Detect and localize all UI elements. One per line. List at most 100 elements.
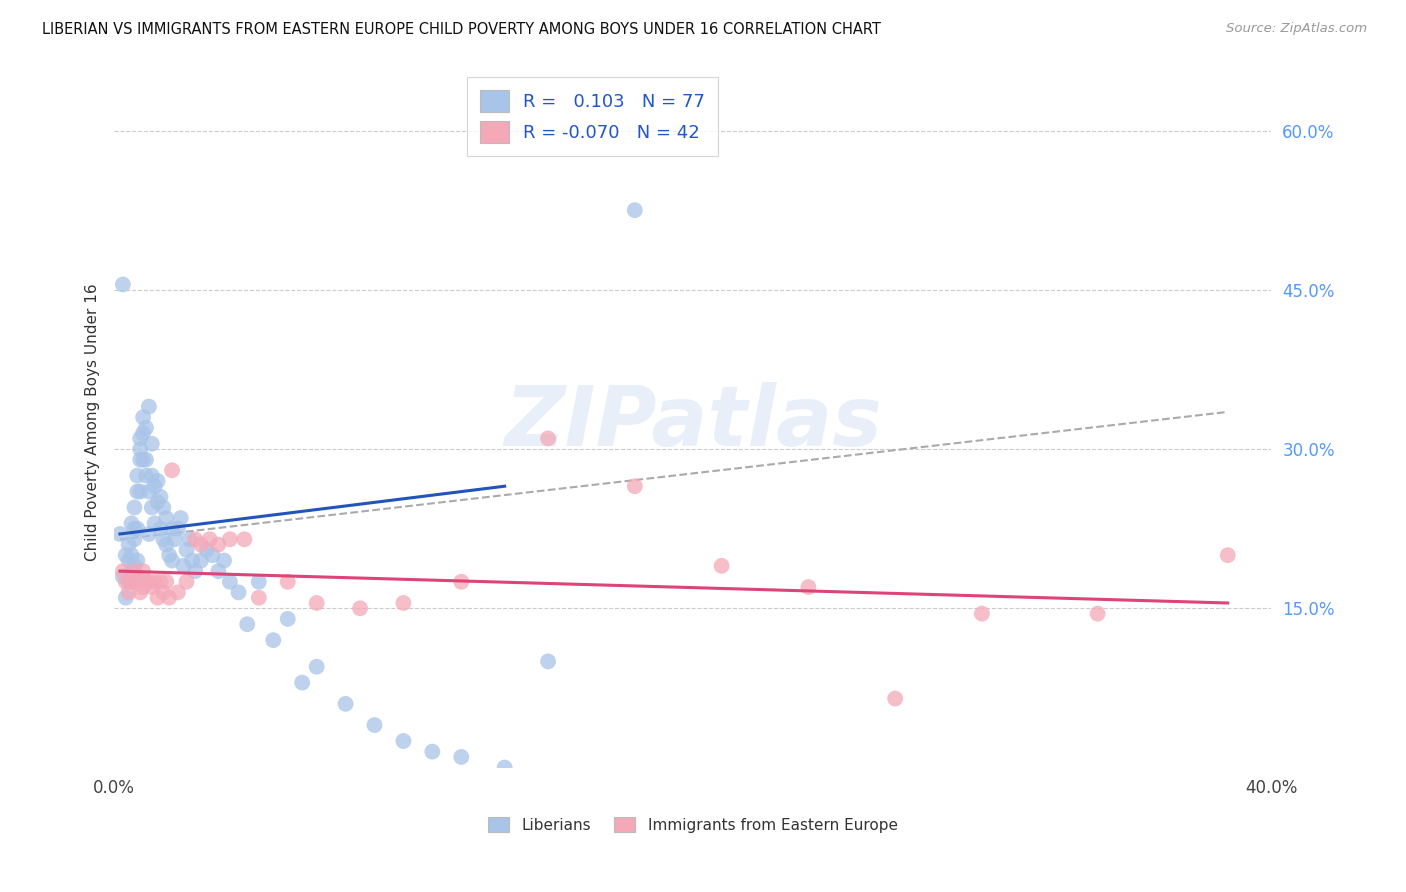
Point bbox=[349, 601, 371, 615]
Point bbox=[124, 500, 146, 515]
Point bbox=[132, 580, 155, 594]
Point bbox=[152, 585, 174, 599]
Point bbox=[143, 516, 166, 531]
Point bbox=[127, 468, 149, 483]
Point bbox=[135, 574, 157, 589]
Point bbox=[129, 432, 152, 446]
Point bbox=[114, 591, 136, 605]
Point bbox=[277, 574, 299, 589]
Point bbox=[195, 542, 218, 557]
Point bbox=[305, 596, 328, 610]
Text: Source: ZipAtlas.com: Source: ZipAtlas.com bbox=[1226, 22, 1367, 36]
Point bbox=[190, 538, 212, 552]
Point bbox=[141, 580, 163, 594]
Point bbox=[176, 542, 198, 557]
Point bbox=[190, 553, 212, 567]
Point bbox=[160, 522, 183, 536]
Point bbox=[1087, 607, 1109, 621]
Point bbox=[143, 574, 166, 589]
Point bbox=[291, 675, 314, 690]
Point bbox=[219, 574, 242, 589]
Point bbox=[884, 691, 907, 706]
Point bbox=[305, 659, 328, 673]
Point bbox=[124, 564, 146, 578]
Point bbox=[127, 553, 149, 567]
Point bbox=[184, 533, 207, 547]
Point bbox=[152, 533, 174, 547]
Point bbox=[1216, 548, 1239, 562]
Point bbox=[143, 479, 166, 493]
Point bbox=[166, 585, 188, 599]
Point bbox=[624, 203, 647, 218]
Point bbox=[121, 516, 143, 531]
Point bbox=[141, 500, 163, 515]
Point bbox=[111, 564, 134, 578]
Point bbox=[170, 511, 193, 525]
Point bbox=[537, 432, 560, 446]
Point bbox=[201, 548, 224, 562]
Y-axis label: Child Poverty Among Boys Under 16: Child Poverty Among Boys Under 16 bbox=[86, 284, 100, 561]
Point bbox=[198, 533, 221, 547]
Point bbox=[152, 500, 174, 515]
Point bbox=[132, 426, 155, 441]
Point bbox=[160, 463, 183, 477]
Point bbox=[173, 558, 195, 573]
Point bbox=[176, 574, 198, 589]
Point bbox=[277, 612, 299, 626]
Point bbox=[146, 474, 169, 488]
Point bbox=[127, 484, 149, 499]
Point bbox=[184, 564, 207, 578]
Point bbox=[138, 400, 160, 414]
Point bbox=[124, 558, 146, 573]
Point bbox=[181, 553, 204, 567]
Text: LIBERIAN VS IMMIGRANTS FROM EASTERN EUROPE CHILD POVERTY AMONG BOYS UNDER 16 COR: LIBERIAN VS IMMIGRANTS FROM EASTERN EURO… bbox=[42, 22, 882, 37]
Point bbox=[392, 734, 415, 748]
Point bbox=[121, 564, 143, 578]
Point bbox=[710, 558, 733, 573]
Point bbox=[132, 452, 155, 467]
Point bbox=[132, 564, 155, 578]
Point bbox=[392, 596, 415, 610]
Point bbox=[121, 548, 143, 562]
Point bbox=[149, 490, 172, 504]
Point bbox=[118, 538, 141, 552]
Point bbox=[118, 553, 141, 567]
Point bbox=[247, 591, 270, 605]
Point bbox=[166, 522, 188, 536]
Point bbox=[233, 533, 256, 547]
Point bbox=[118, 574, 141, 589]
Point bbox=[450, 750, 472, 764]
Point bbox=[149, 574, 172, 589]
Point bbox=[138, 484, 160, 499]
Text: ZIPatlas: ZIPatlas bbox=[503, 382, 882, 463]
Point bbox=[146, 495, 169, 509]
Point bbox=[118, 585, 141, 599]
Point bbox=[121, 574, 143, 589]
Point bbox=[129, 585, 152, 599]
Point bbox=[124, 574, 146, 589]
Point bbox=[157, 548, 180, 562]
Point bbox=[157, 591, 180, 605]
Point bbox=[179, 533, 201, 547]
Point bbox=[537, 654, 560, 668]
Point bbox=[135, 452, 157, 467]
Point bbox=[132, 410, 155, 425]
Point bbox=[149, 522, 172, 536]
Point bbox=[155, 574, 177, 589]
Point bbox=[212, 553, 235, 567]
Point bbox=[970, 607, 993, 621]
Point bbox=[363, 718, 385, 732]
Point bbox=[163, 533, 186, 547]
Point bbox=[146, 591, 169, 605]
Point bbox=[124, 522, 146, 536]
Point bbox=[135, 468, 157, 483]
Point bbox=[111, 277, 134, 292]
Point bbox=[114, 574, 136, 589]
Point bbox=[141, 436, 163, 450]
Point bbox=[129, 484, 152, 499]
Point bbox=[207, 564, 229, 578]
Point bbox=[138, 527, 160, 541]
Point bbox=[135, 421, 157, 435]
Point bbox=[160, 553, 183, 567]
Point bbox=[207, 538, 229, 552]
